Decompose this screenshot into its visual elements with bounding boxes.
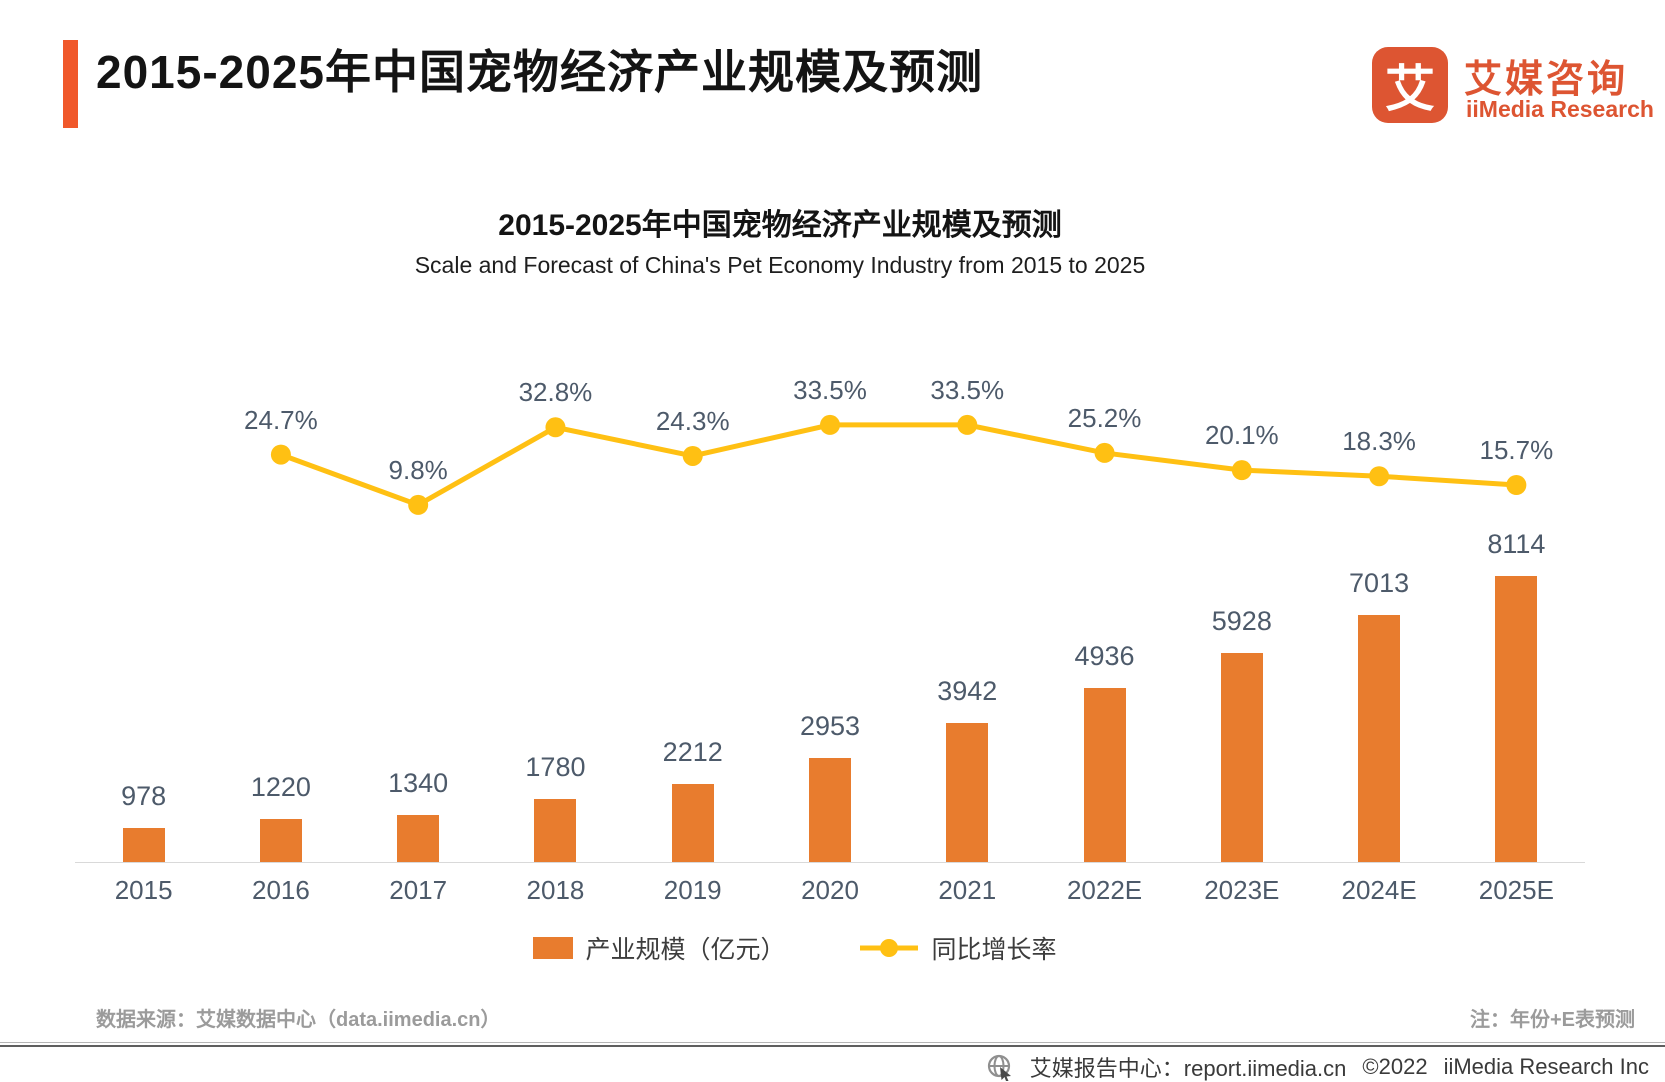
bar-2025E [1495,575,1538,862]
brand-name-en: iiMedia Research [1466,96,1654,122]
bar-value-label: 8114 [1487,528,1546,559]
chart-title: 2015-2025年中国宠物经济产业规模及预测 [498,209,1062,242]
line-legend-swatch [859,939,918,957]
line-point [545,417,566,438]
legend-bar-label: 产业规模（亿元） [585,936,786,964]
footer-divider [0,1042,1665,1047]
line-point [1369,466,1390,487]
bottom-bar: 艾媒报告中心：report.iimedia.cn ©2022 iiMedia R… [987,1051,1649,1082]
globe-cursor-icon [987,1054,1011,1081]
growth-rate-label: 20.1% [1204,420,1279,451]
bar-2020 [809,757,851,862]
growth-rate-label: 24.7% [244,404,318,435]
growth-rate-label: 18.3% [1342,426,1416,457]
x-axis-label: 2024E [1341,875,1417,905]
line-point [1094,442,1115,463]
legend-line-label: 同比增长率 [931,936,1057,964]
growth-rate-label: 15.7% [1479,434,1554,465]
growth-rate-line [270,414,1527,515]
growth-rate-label: 24.3% [655,405,730,436]
x-axis-label: 2023E [1204,875,1280,905]
growth-rate-label: 33.5% [793,374,867,405]
x-axis-label: 2021 [938,875,997,905]
copyright-label: ©2022 [1362,1054,1428,1079]
bar-2023E [1220,653,1263,862]
x-axis-label: 2025E [1478,875,1554,905]
chart-subtitle: Scale and Forecast of China's Pet Econom… [414,252,1146,278]
report-center-label: 艾媒报告中心：report.iimedia.cn [1029,1056,1347,1081]
brand-logo-icon: 艾 [1372,47,1448,123]
bar-2021 [946,723,989,862]
line-point [1231,460,1252,481]
bar-2019 [671,784,714,862]
line-point [820,414,840,435]
x-axis-line [75,862,1585,863]
line-point [270,444,291,465]
bar-value-label: 2212 [662,737,723,768]
company-label: iiMedia Research Inc [1443,1054,1649,1079]
x-axis-label: 2022E [1066,875,1143,905]
x-axis-label: 2018 [526,875,585,905]
bar-value-label: 1340 [388,767,449,798]
chart-legend: 产业规模（亿元） 同比增长率 [0,930,1590,966]
plot-area: 978 2015 1220 2016 24.7% 1340 2017 9.8% 1780 2018… [75,300,1585,905]
bar-value-label: 1780 [525,752,586,783]
bar-value-label: 978 [121,780,167,811]
legend-item-bar: 产业规模（亿元） [533,930,786,966]
bar-2016 [259,819,302,862]
bar-2022E [1083,688,1126,862]
bar-value-label: 7013 [1349,567,1410,598]
forecast-note: 注：年份+E表预测 [1469,1009,1635,1031]
line-point [1506,474,1527,495]
growth-rate-label: 25.2% [1067,402,1142,433]
x-axis-label: 2020 [801,875,859,905]
bar-value-label: 3942 [937,676,998,707]
x-axis-label: 2019 [663,875,722,905]
bar-2018 [534,799,577,862]
legend-item-line: 同比增长率 [858,930,1057,966]
line-point [682,445,703,466]
growth-rate-label: 32.8% [518,377,593,408]
growth-rate-label: 9.8% [388,454,448,485]
line-point [408,494,429,515]
x-axis-label: 2017 [389,875,448,905]
bar-value-label: 2953 [799,710,861,741]
data-source-note: 数据来源：艾媒数据中心（data.iimedia.cn） [96,1009,501,1031]
bar-value-label: 1220 [250,772,311,802]
bar-value-label: 5928 [1211,606,1272,637]
bar-2015 [122,827,165,862]
bar-2017 [397,814,440,862]
bar-legend-swatch [533,937,574,959]
line-point [957,414,978,435]
title-accent-bar [63,40,78,128]
bar-value-label: 4936 [1074,641,1135,672]
growth-rate-label: 33.5% [930,374,1005,405]
bar-2024E [1358,614,1401,862]
x-axis-label: 2016 [251,875,310,905]
page-title: 2015-2025年中国宠物经济产业规模及预测 [96,46,983,98]
x-axis-label: 2015 [114,875,173,905]
brand-logo-glyph: 艾 [1385,61,1435,117]
brand-name-cn: 艾媒咨询 [1464,59,1629,101]
